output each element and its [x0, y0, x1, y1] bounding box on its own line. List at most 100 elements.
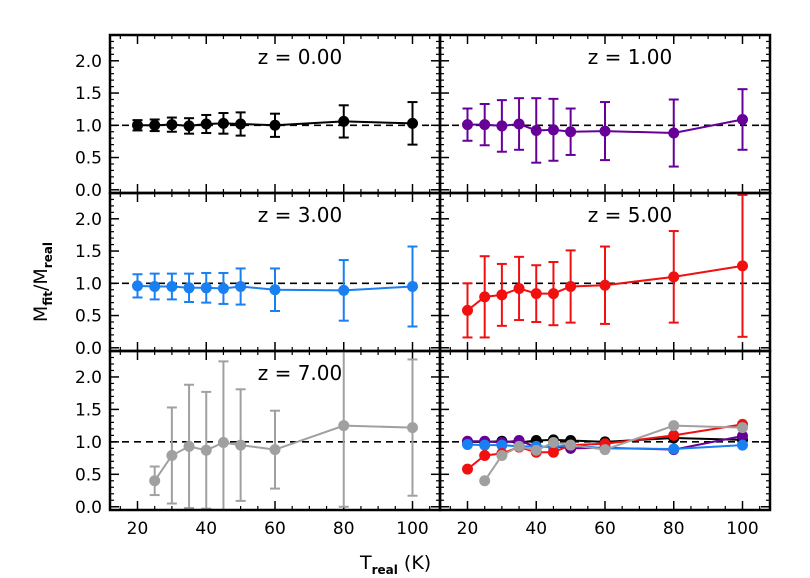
panel-label: z = 0.00 [258, 45, 343, 69]
x-tick-label: 80 [663, 519, 685, 539]
data-point-z7 [149, 475, 161, 487]
data-point-z3 [132, 280, 143, 292]
y-tick-label: 1.5 [75, 400, 102, 420]
data-point-z3 [737, 439, 748, 451]
data-point-z7 [200, 444, 212, 456]
data-point-z0 [407, 117, 418, 129]
panel-0-0: 0.0 0.5 1.0 1.5 2.0 z = 0.00 [75, 33, 442, 201]
series-line-z7 [483, 424, 743, 482]
data-point-z3 [269, 284, 281, 296]
data-point-z5 [479, 291, 491, 303]
data-point-z1 [530, 124, 542, 136]
data-point-z5 [599, 279, 611, 291]
y-tick-label: 1.0 [75, 433, 102, 453]
data-point-z1 [599, 125, 611, 137]
data-point-z3 [338, 284, 350, 296]
data-point-z3 [166, 281, 178, 293]
panel-data [462, 418, 748, 487]
x-tick-label: 60 [264, 519, 286, 539]
data-point-z1 [496, 120, 508, 132]
data-point-z3 [200, 282, 212, 294]
data-point-z5 [547, 288, 559, 300]
x-tick-label: 80 [333, 519, 355, 539]
panel-data [462, 88, 748, 168]
data-point-z3 [496, 439, 508, 451]
series-line-z5 [466, 423, 743, 470]
data-point-z7 [530, 444, 542, 456]
data-point-z5 [530, 288, 542, 300]
data-point-z5 [513, 282, 525, 294]
data-point-z3 [479, 439, 491, 451]
y-tick-label: 0.5 [75, 307, 102, 327]
panel-1-1: z = 5.00 [438, 191, 772, 353]
data-point-z5 [565, 281, 577, 293]
data-point-z5 [737, 260, 748, 272]
data-point-z1 [668, 127, 680, 139]
data-point-z3 [183, 282, 195, 294]
data-point-z5 [462, 304, 473, 316]
panel-label: z = 1.00 [588, 45, 673, 69]
y-tick-label: 0.0 [75, 181, 102, 201]
data-point-z7 [407, 422, 418, 434]
y-tick-label: 1.0 [75, 274, 102, 294]
data-point-z3 [462, 438, 473, 450]
data-point-z5 [668, 271, 680, 283]
data-point-z1 [737, 430, 748, 442]
data-point-z1 [513, 118, 525, 130]
data-point-z5 [462, 463, 473, 475]
panel-data [132, 245, 418, 328]
panel-frame [438, 349, 772, 512]
y-tick-label: 2.0 [75, 368, 102, 388]
data-point-z1 [462, 119, 473, 131]
data-point-z3 [235, 281, 247, 293]
x-tick-label: 100 [726, 519, 758, 539]
data-point-z0 [183, 120, 195, 132]
panel-2-0: 0.0 0.5 1.0 1.5 2.0 20 40 60 80 100 z = 7.00 [75, 349, 442, 539]
x-tick-label: 20 [457, 519, 479, 539]
data-point-z5 [479, 449, 491, 461]
data-point-z1 [737, 113, 748, 125]
x-tick-label: 60 [594, 519, 616, 539]
data-point-z7 [599, 444, 611, 456]
data-point-z0 [200, 118, 212, 130]
data-point-z5 [547, 446, 559, 458]
data-point-z3 [407, 281, 418, 293]
data-point-z7 [547, 437, 559, 449]
x-axis-label: Treal (K) [359, 552, 431, 577]
data-point-z7 [565, 439, 577, 451]
series-line-z5 [466, 264, 743, 312]
data-point-z1 [565, 126, 577, 138]
series-line-z3 [137, 284, 413, 292]
data-point-z3 [217, 282, 229, 294]
y-tick-label: 2.0 [75, 210, 102, 230]
data-point-z7 [479, 475, 491, 487]
panel-label: z = 3.00 [258, 203, 343, 227]
y-tick-label: 1.5 [75, 84, 102, 104]
x-tick-label: 20 [127, 519, 149, 539]
data-point-z7 [338, 420, 350, 432]
data-point-z7 [217, 437, 229, 449]
data-point-z0 [217, 117, 229, 129]
data-point-z7 [513, 440, 525, 452]
series-line-z1 [467, 118, 743, 135]
data-point-z7 [496, 449, 508, 461]
data-point-z3 [668, 443, 680, 455]
y-tick-label: 1.0 [75, 116, 102, 136]
panel-2-1: 20 40 60 80 100 [438, 349, 772, 539]
y-tick-label: 0.5 [75, 465, 102, 485]
series-line-z7 [153, 424, 413, 482]
data-point-z5 [668, 429, 680, 441]
y-tick-label: 0.5 [75, 149, 102, 169]
data-point-z7 [183, 440, 195, 452]
panel-0-1: z = 1.00 [438, 33, 772, 195]
panel-label: z = 5.00 [588, 203, 673, 227]
y-tick-label: 1.5 [75, 242, 102, 262]
panel-label: z = 7.00 [258, 361, 343, 385]
data-point-z0 [269, 119, 281, 131]
data-point-z7 [668, 420, 680, 432]
data-point-z0 [338, 115, 350, 127]
data-point-z5 [496, 289, 508, 301]
x-tick-label: 40 [195, 519, 217, 539]
data-point-z7 [166, 449, 178, 461]
data-point-z7 [737, 422, 748, 434]
